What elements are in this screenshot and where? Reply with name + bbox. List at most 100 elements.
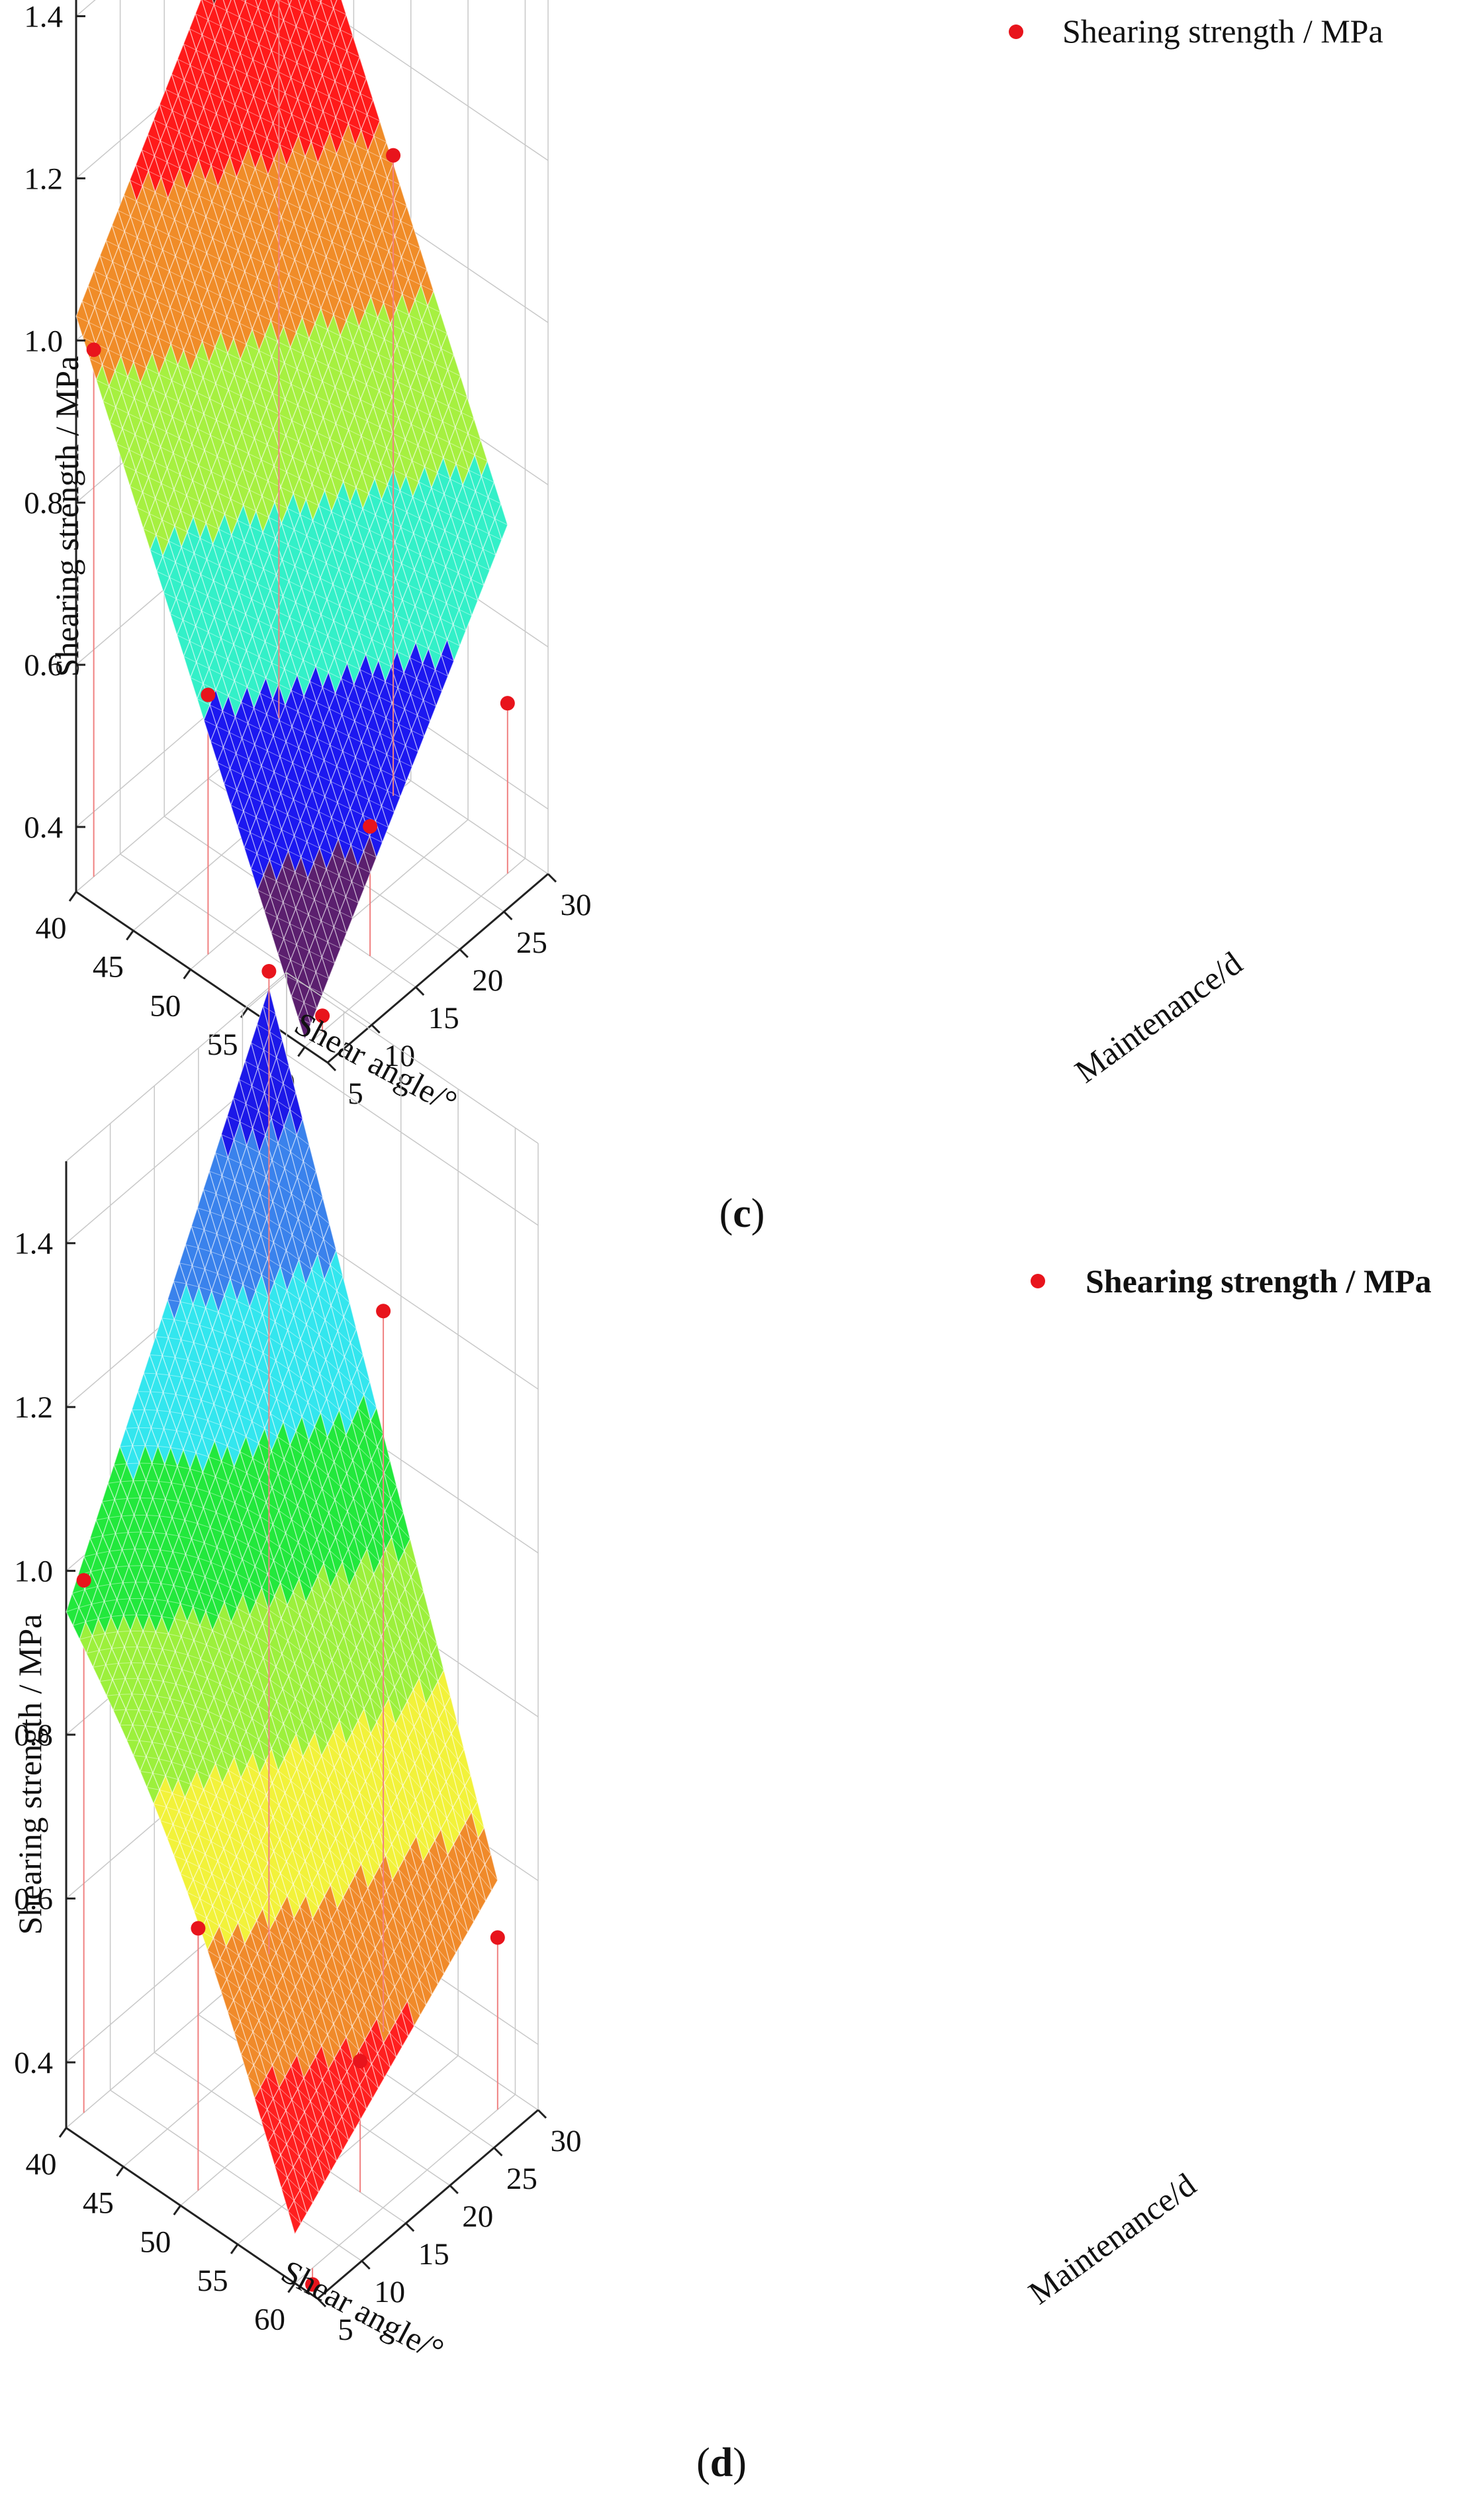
surface-mesh-diagonal	[179, 1263, 193, 1267]
surface-mesh-diagonal	[394, 1687, 408, 1702]
surface-mesh-diagonal	[259, 1194, 273, 1202]
surface-mesh-diagonal	[225, 1371, 239, 1378]
surface-mesh-diagonal	[142, 456, 155, 463]
surface-mesh-diagonal	[311, 1588, 325, 1601]
surface-mesh-diagonal	[244, 1361, 257, 1369]
surface-mesh-diagonal	[163, 1392, 176, 1395]
surface-mesh-diagonal	[144, 1662, 157, 1665]
surface-mesh-diagonal	[152, 389, 166, 396]
surface-mesh-diagonal	[206, 1644, 220, 1651]
surface-mesh-diagonal	[323, 1861, 337, 1874]
surface-mesh-diagonal	[190, 65, 203, 72]
surface-mesh-diagonal	[265, 641, 278, 648]
surface-mesh-diagonal	[144, 1372, 157, 1374]
surface-mesh-diagonal	[257, 1987, 271, 1999]
surface-mesh-diagonal	[334, 657, 348, 664]
surface-mesh-diagonal	[269, 1032, 283, 1041]
surface-mesh-diagonal	[331, 1345, 345, 1357]
surface-mesh-diagonal	[448, 406, 462, 413]
surface-mesh-diagonal	[395, 272, 408, 279]
surface-mesh-diagonal	[298, 441, 312, 448]
surface-mesh-diagonal	[340, 1791, 354, 1805]
surface-mesh-diagonal	[351, 845, 364, 852]
surface-mesh-diagonal	[462, 485, 476, 492]
surface-mesh-diagonal	[203, 413, 217, 420]
surface-mesh-diagonal	[267, 1258, 281, 1267]
surface-mesh-diagonal	[400, 526, 414, 534]
surface-mesh-diagonal	[214, 1970, 227, 1980]
surface-mesh-diagonal	[254, 708, 267, 715]
surface-mesh-diagonal	[207, 559, 220, 566]
surface-mesh-diagonal	[331, 817, 345, 825]
surface-mesh-diagonal	[252, 1998, 265, 2010]
surface-mesh-diagonal	[119, 1694, 132, 1695]
surface-mesh-diagonal	[436, 399, 449, 407]
surface-mesh-diagonal	[216, 1547, 230, 1554]
surface-mesh-diagonal	[459, 609, 472, 616]
z-tick-label: 1.0	[24, 324, 63, 358]
surface-mesh-diagonal	[152, 1463, 165, 1465]
surface-cell	[287, 2199, 302, 2235]
surface-mesh-diagonal	[174, 219, 188, 226]
surface-mesh-diagonal	[347, 357, 360, 364]
surface-mesh-diagonal	[250, 562, 264, 569]
surface-mesh-diagonal	[168, 234, 182, 242]
surface-mesh-diagonal	[126, 340, 140, 348]
surface-mesh-diagonal	[257, 1670, 271, 1680]
surface-mesh-diagonal	[324, 454, 337, 461]
surface-mesh-diagonal	[348, 1850, 361, 1864]
surface-mesh-diagonal	[357, 1684, 371, 1698]
surface-mesh-diagonal	[115, 370, 128, 378]
surface-mesh-diagonal	[322, 687, 336, 695]
surface-mesh-diagonal	[209, 1456, 222, 1462]
surface-mesh-diagonal	[320, 2, 334, 9]
surface-mesh-diagonal	[388, 215, 401, 222]
surface-mesh-diagonal	[332, 1696, 346, 1709]
surface-mesh-diagonal	[355, 1610, 369, 1624]
surface-mesh-diagonal	[458, 1796, 472, 1813]
surface-mesh-diagonal	[162, 519, 175, 526]
x-tick-mark	[58, 2127, 68, 2138]
data-point	[490, 1930, 505, 1945]
surface-mesh-diagonal	[287, 1641, 301, 1651]
surface-mesh-diagonal	[232, 265, 246, 272]
surface-mesh-diagonal	[164, 1464, 178, 1467]
surface-mesh-diagonal	[138, 310, 152, 317]
surface-mesh-diagonal	[438, 545, 452, 552]
surface-mesh-diagonal	[252, 329, 265, 336]
surface-mesh-diagonal	[235, 716, 248, 724]
surface-mesh-diagonal	[205, 1576, 218, 1583]
surface-mesh-diagonal	[158, 1758, 172, 1762]
surface-mesh-diagonal	[263, 1049, 277, 1059]
surface-mesh-diagonal	[375, 208, 389, 216]
surface-mesh-diagonal	[216, 1193, 229, 1200]
x-tick-label: 60	[254, 2303, 285, 2337]
surface-mesh-diagonal	[308, 302, 322, 309]
surface-mesh-diagonal	[330, 169, 344, 176]
surface-mesh-diagonal	[402, 1749, 416, 1764]
surface-mesh-diagonal	[406, 1664, 420, 1679]
surface-mesh-diagonal	[236, 177, 250, 185]
surface-mesh-diagonal	[220, 295, 233, 303]
surface-mesh-diagonal	[454, 1880, 467, 1897]
surface-mesh-diagonal	[437, 1948, 451, 1964]
surface-mesh-diagonal	[389, 2032, 403, 2047]
surface-mesh-diagonal	[355, 144, 368, 152]
surface-mesh-diagonal	[209, 1171, 222, 1176]
surface-mesh-diagonal	[278, 377, 291, 385]
surface-mesh-diagonal	[251, 599, 265, 606]
surface-mesh-diagonal	[156, 1664, 169, 1667]
surface-mesh-diagonal	[185, 1797, 198, 1803]
surface-mesh-diagonal	[130, 216, 144, 223]
surface-mesh-diagonal	[273, 2132, 287, 2145]
surface-mesh-diagonal	[435, 363, 448, 371]
surface-mesh-diagonal	[299, 171, 312, 179]
surface-mesh-diagonal	[275, 1666, 289, 1677]
surface-mesh-diagonal	[246, 1472, 260, 1481]
surface-mesh-diagonal	[320, 2011, 334, 2025]
surface-mesh-diagonal	[226, 1670, 239, 1678]
surface-mesh-diagonal	[363, 1970, 377, 1984]
surface-mesh-diagonal	[345, 2002, 359, 2016]
surface-mesh-diagonal	[368, 187, 382, 195]
surface-mesh-diagonal	[411, 1919, 425, 1935]
